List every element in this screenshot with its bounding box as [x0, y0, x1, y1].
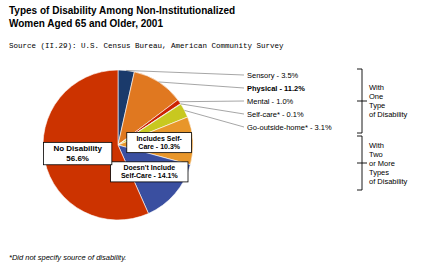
- svg-text:Women Aged 65 and Older, 2001: Women Aged 65 and Older, 2001: [9, 18, 163, 29]
- svg-text:Source (II.29): U.S. Census Bu: Source (II.29): U.S. Census Bureau, Amer…: [9, 42, 284, 50]
- svg-text:of Disability: of Disability: [369, 110, 408, 119]
- svg-text:One: One: [369, 92, 383, 101]
- svg-text:Types of Disability Among Non-: Types of Disability Among Non-Institutio…: [9, 5, 235, 16]
- svg-text:Care - 10.3%: Care - 10.3%: [138, 143, 180, 150]
- svg-text:Types: Types: [369, 168, 389, 177]
- svg-text:Self-care* - 0.1%: Self-care* - 0.1%: [247, 110, 304, 119]
- svg-text:56.6%: 56.6%: [66, 154, 89, 163]
- svg-text:*Did not specify source of dis: *Did not specify source of disability.: [9, 253, 126, 262]
- svg-text:Includes Self-: Includes Self-: [136, 135, 182, 142]
- svg-text:Mental - 1.0%: Mental - 1.0%: [247, 97, 294, 106]
- svg-text:With: With: [369, 83, 384, 92]
- svg-text:Two: Two: [369, 150, 383, 159]
- svg-text:Physical - 11.2%: Physical - 11.2%: [247, 84, 305, 93]
- svg-text:Type: Type: [369, 101, 385, 110]
- svg-text:No Disability: No Disability: [53, 144, 102, 153]
- svg-text:Sensory - 3.5%: Sensory - 3.5%: [247, 71, 299, 80]
- svg-text:Doesn't Include: Doesn't Include: [123, 164, 175, 171]
- svg-text:Self-Care - 14.1%: Self-Care - 14.1%: [121, 172, 179, 179]
- svg-text:Go-outside-home* - 3.1%: Go-outside-home* - 3.1%: [247, 123, 332, 132]
- svg-text:of Disability: of Disability: [369, 177, 408, 186]
- svg-text:With: With: [369, 141, 384, 150]
- svg-text:or More: or More: [369, 159, 395, 168]
